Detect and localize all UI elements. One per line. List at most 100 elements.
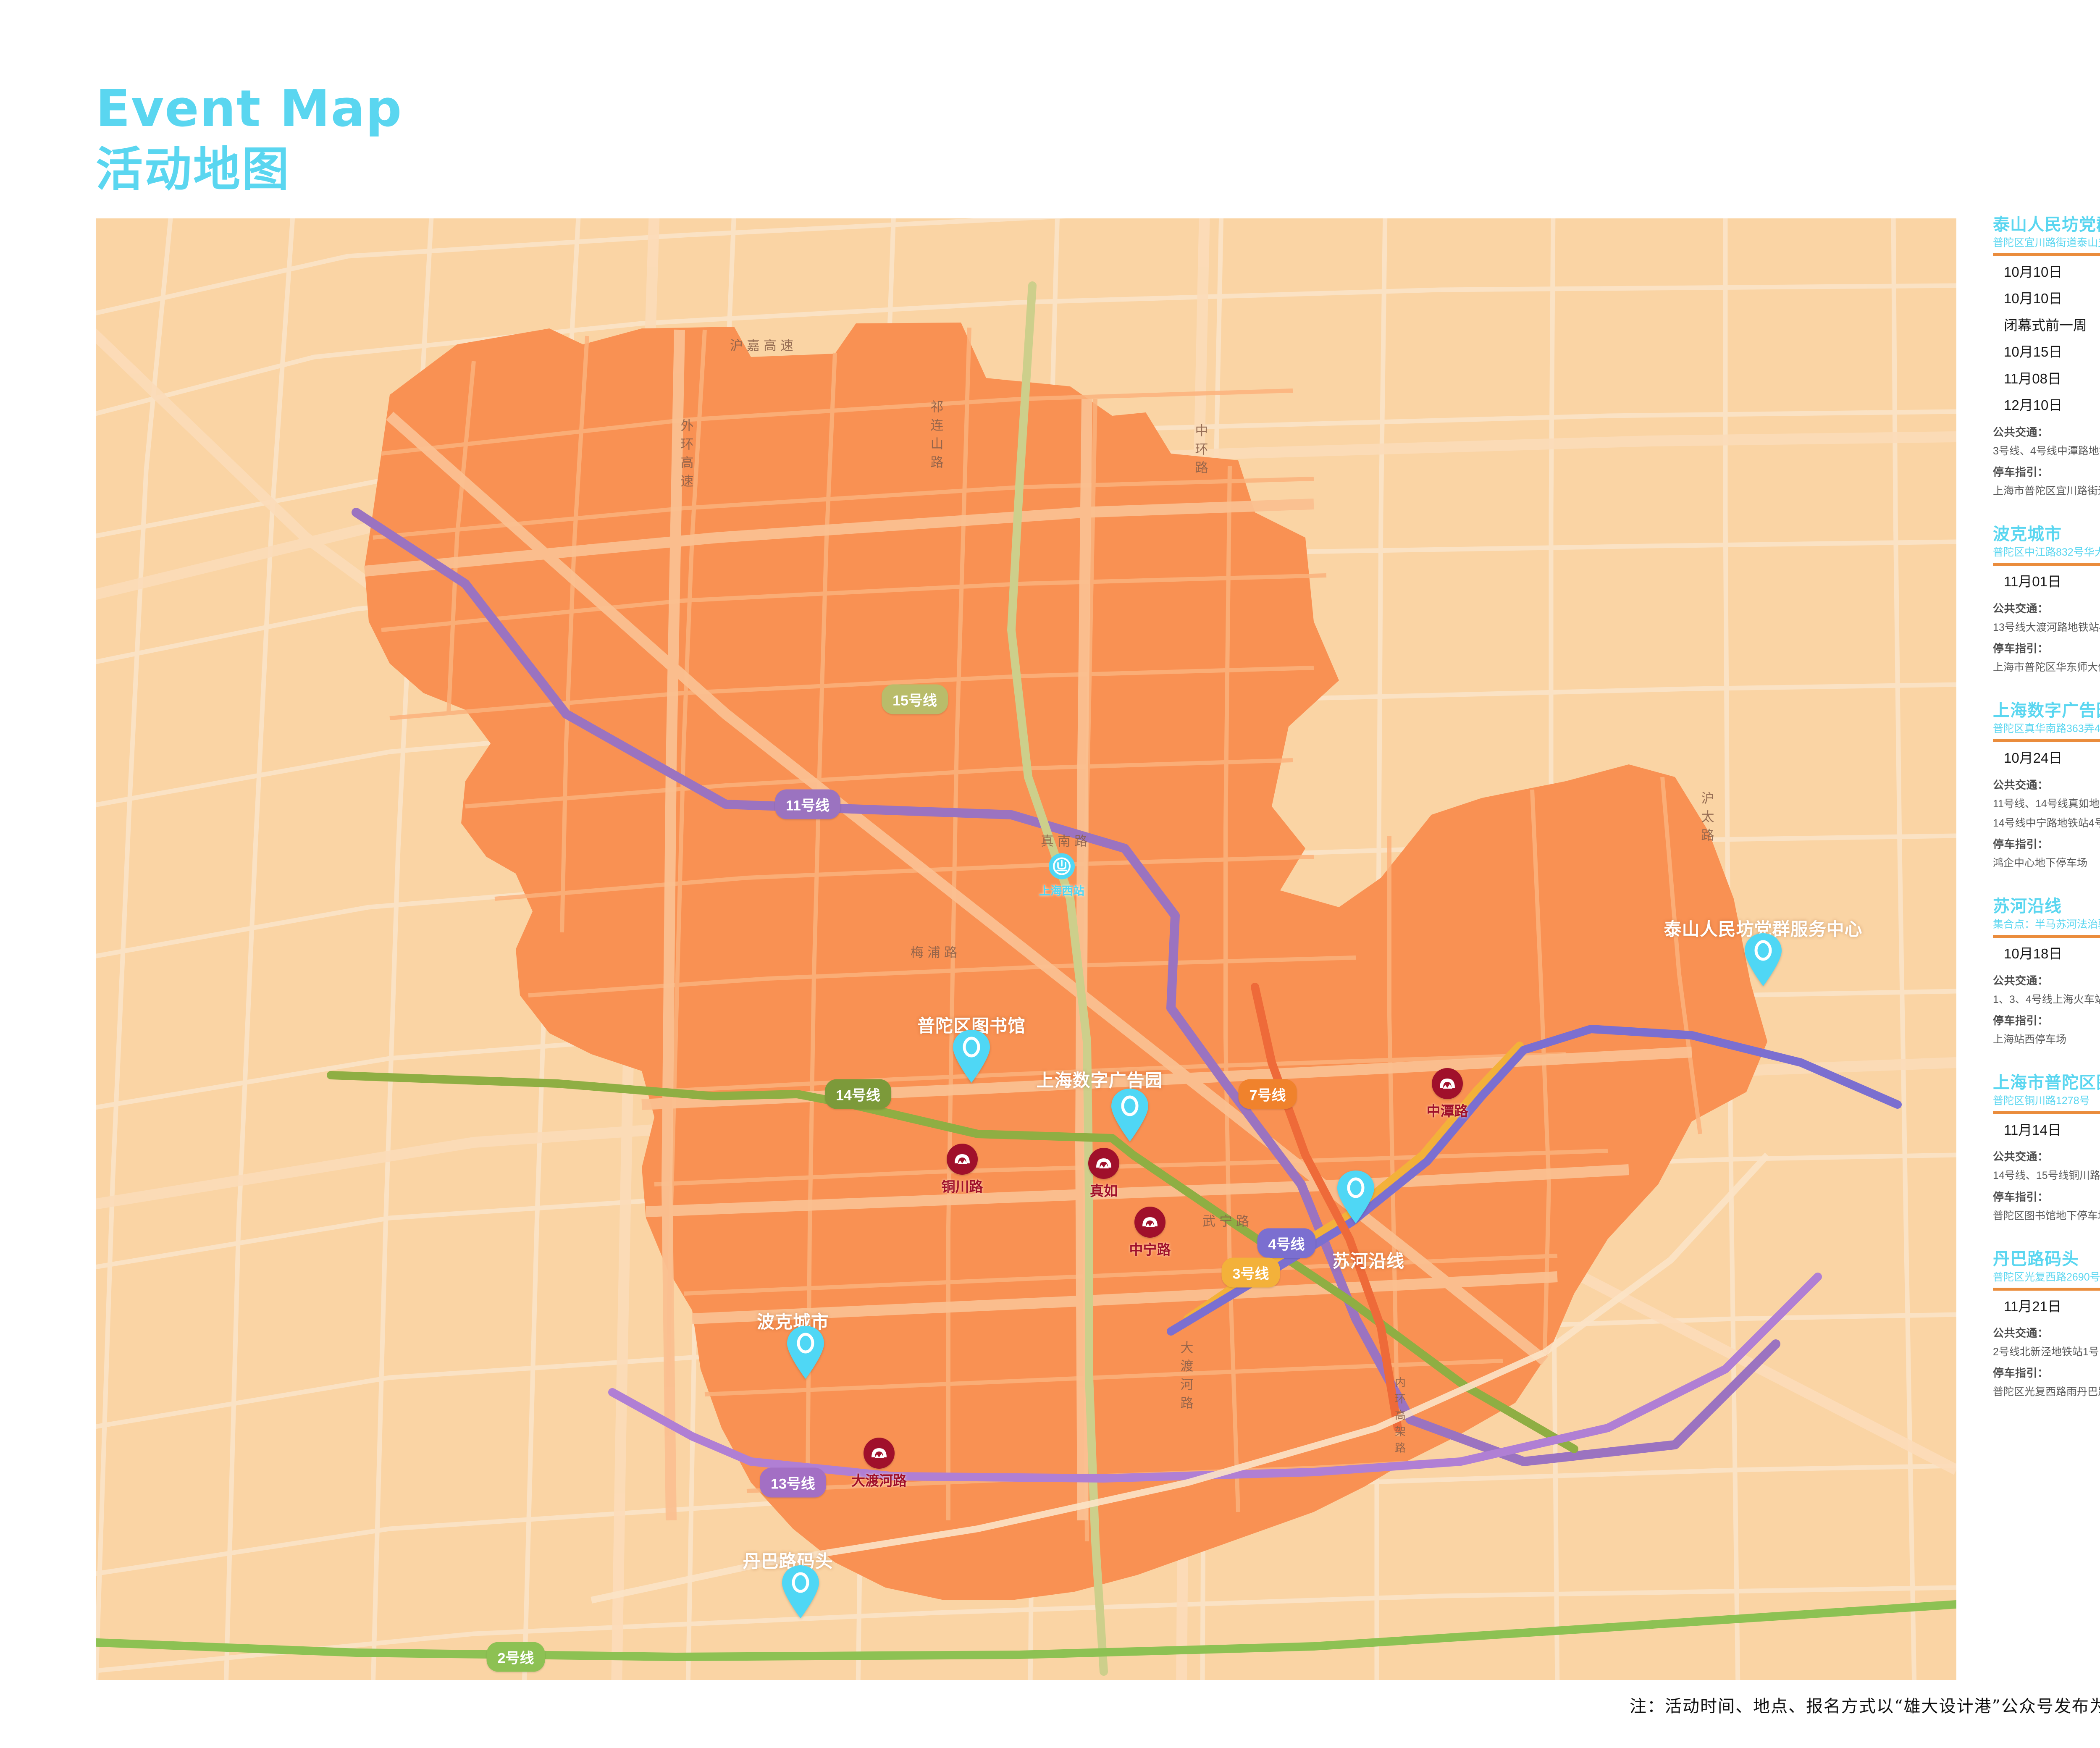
venue-pin-marker[interactable]: [1743, 932, 1783, 987]
metro-station-marker[interactable]: 中潭路: [1427, 1068, 1468, 1119]
venue-pin-label: 丹巴路码头: [743, 1551, 833, 1571]
rail-station-marker[interactable]: 上海西站: [1039, 853, 1084, 898]
venue-card[interactable]: 泰山人民坊党群服务中心 普陀区宜川路街道泰山支路80号 10月10日 开幕式 1…: [1993, 214, 2100, 499]
venue-events: 10月10日 开幕式 10月10日 “美好生活 · 掌上通宝”主题论坛 闭幕式前…: [1993, 259, 2100, 419]
parking-text: 普陀区光复西路雨丹巴路交叉口东南40米 地面停车场: [1993, 1386, 2100, 1398]
venue-pin-marker[interactable]: [951, 1029, 992, 1084]
transit-label: 公共交通：: [1993, 602, 2049, 615]
metro-station-marker[interactable]: 真如: [1088, 1148, 1119, 1199]
metro-station-name: 中宁路: [1129, 1242, 1171, 1257]
map-canvas: [96, 218, 1956, 1680]
venue-card[interactable]: 丹巴路码头 普陀区光复西路2690号 苏州河工业文明展示馆东侧 11月21日 苏…: [1993, 1249, 2100, 1400]
metro-station-marker[interactable]: 铜川路: [942, 1144, 983, 1194]
page-title: Event Map 活动地图: [96, 84, 402, 199]
event-date: 12月10日: [2004, 397, 2063, 413]
transit-label: 公共交通：: [1993, 1327, 2049, 1340]
brand-block: SUSAS 上海城市空间艺术季 2025上海城市空间艺术季 普陀分展区 Shan…: [2073, 79, 2100, 180]
event-row[interactable]: 11月14日 营造进行时：青年视角下的都市更新与人民家园: [1993, 1117, 2100, 1144]
transit-text: 3号线、4号线中潭路地铁站3号口步行1.2千米: [1993, 445, 2100, 457]
road-label: 中环路: [1193, 424, 1208, 479]
venue-events: 11月14日 营造进行时：青年视角下的都市更新与人民家园: [1993, 1117, 2100, 1144]
event-row[interactable]: 10月10日 开幕式: [1993, 259, 2100, 286]
shanghai-metro-icon: [1088, 1148, 1119, 1179]
parking-text: 普陀区图书馆地下停车场: [1993, 1210, 2100, 1222]
event-row[interactable]: 10月15日 短视频Vlog大赛: [1993, 339, 2100, 365]
transit-label: 公共交通：: [1993, 425, 2049, 438]
venue-address: 普陀区中江路832号华大科技园区E4栋 波克科技股份有限公司: [1993, 546, 2100, 566]
venue-card[interactable]: 波克城市 普陀区中江路832号华大科技园区E4栋 波克科技股份有限公司 11月0…: [1993, 524, 2100, 675]
road-label: 沪太路: [1699, 791, 1714, 847]
divider: [1993, 1227, 2100, 1249]
parking-text: 上海市普陀区华东师大停车场: [1993, 661, 2100, 673]
event-row[interactable]: 闭幕式前一周 “泰山人民坊”社区规划师沙龙: [1993, 312, 2100, 339]
divider: [1993, 678, 2100, 700]
venue-pin-marker[interactable]: [785, 1325, 826, 1380]
event-row[interactable]: 11月08日 小小艺术家 (微景观DIY): [1993, 365, 2100, 392]
venue-pin-marker[interactable]: [780, 1564, 821, 1619]
parking-label: 停车指引：: [1993, 1190, 2049, 1203]
venue-address: 普陀区真华南路363弄40号 鸿企中心: [1993, 722, 2100, 742]
shanghai-metro-icon: [864, 1438, 895, 1469]
metro-line-chip-13[interactable]: 13号线: [760, 1467, 826, 1498]
venue-address: 普陀区宜川路街道泰山支路80号: [1993, 236, 2100, 256]
venue-pin-marker[interactable]: [1110, 1088, 1150, 1142]
road-label: 祁连山路: [928, 400, 943, 474]
metro-line-chip-4[interactable]: 4号线: [1257, 1228, 1316, 1258]
metro-line-chip-3[interactable]: 3号线: [1221, 1257, 1280, 1288]
divider: [1993, 1050, 2100, 1072]
shanghai-metro-icon: [1432, 1068, 1463, 1099]
page-header: Event Map 活动地图 SUSAS 上海城市空间艺术季 2025上海城市空…: [0, 0, 2100, 218]
page-title-en: Event Map: [96, 80, 403, 138]
road-label: 梅浦路: [911, 945, 961, 960]
metro-line-chip-15[interactable]: 15号线: [882, 684, 948, 714]
venue-events: 11月21日 苏河驿谈 人民城市: [1993, 1293, 2100, 1320]
parking-label: 停车指引：: [1993, 1367, 2049, 1380]
footer-note: 注：活动时间、地点、报名方式以“雄大设计港”公众号发布为准。: [1630, 1697, 2100, 1716]
parking-label: 停车指引：: [1993, 838, 2049, 850]
venue-card[interactable]: 上海数字广告园 普陀区真华南路363弄40号 鸿企中心 10月24日 “真如之心…: [1993, 700, 2100, 871]
brand-subvenue-en: Putuo Sub-venue: [2073, 168, 2100, 180]
event-row[interactable]: 10月18日 漫步半马苏河citywalk活动: [1993, 940, 2100, 967]
road-label: 沪嘉高速: [730, 338, 797, 353]
shanghai-metro-icon: [947, 1144, 978, 1175]
train-icon: [1049, 853, 1075, 879]
parking-text: 上海站西停车场: [1993, 1033, 2067, 1045]
transit-text: 1、3、4号线上海火车站地铁站2号口步行距离790米: [1993, 993, 2100, 1005]
event-map[interactable]: 沪嘉高速 外环高速 祁连山路 中环路 真南路 梅浦路 武宁路 大渡河路 内环高架…: [96, 218, 1956, 1680]
event-date: 10月18日: [2004, 946, 2063, 961]
venue-name: 泰山人民坊党群服务中心: [1993, 215, 2100, 234]
metro-station-name: 铜川路: [941, 1179, 983, 1194]
transit-text: 2号线北新泾地铁站1号口步行1.3千米: [1993, 1346, 2100, 1358]
event-row[interactable]: 10月24日 “真如之心 · 上海西站”论坛: [1993, 745, 2100, 772]
metro-station-marker[interactable]: 中宁路: [1129, 1207, 1171, 1257]
metro-station-name: 真如: [1090, 1183, 1118, 1199]
venue-card[interactable]: 苏河沿线 集合点：半马苏河法治驿站 普陀区远景路37号 10月18日 漫步半马苏…: [1993, 896, 2100, 1047]
parking-text: 上海市普陀区宜川路街道泰山支路80号地面停车场 (车位有限): [1993, 485, 2100, 497]
parking-label: 停车指引：: [1993, 1014, 2049, 1027]
brand-subtitle-en: Shanghai Urban Space Art Season 2025: [2073, 155, 2100, 168]
venue-events: 10月18日 漫步半马苏河citywalk活动: [1993, 940, 2100, 967]
venue-pin-label: 波克城市: [756, 1312, 830, 1332]
transit-label: 公共交通：: [1993, 974, 2049, 987]
shanghai-metro-icon: [1134, 1207, 1166, 1238]
venue-events: 11月01日 游戏共创工坊: [1993, 568, 2100, 595]
metro-line-chip-14[interactable]: 14号线: [825, 1079, 891, 1109]
event-row[interactable]: 11月01日 游戏共创工坊: [1993, 568, 2100, 595]
metro-station-marker[interactable]: 大渡河路: [851, 1438, 907, 1488]
metro-station-name: 中潭路: [1426, 1103, 1468, 1119]
road-label: 外环高速: [678, 419, 693, 493]
metro-line-chip-11[interactable]: 11号线: [775, 789, 840, 819]
event-row[interactable]: 11月21日 苏河驿谈 人民城市: [1993, 1293, 2100, 1320]
transit-text: 13号线大渡河路地铁站4号口步行275米: [1993, 621, 2100, 633]
parking-text: 鸿企中心地下停车场: [1993, 857, 2088, 869]
venue-pin-marker[interactable]: [1336, 1170, 1376, 1224]
venue-card[interactable]: 上海市普陀区图书馆 普陀区铜川路1278号 11月14日 营造进行时：青年视角下…: [1993, 1072, 2100, 1223]
metro-line-chip-7[interactable]: 7号线: [1238, 1079, 1297, 1109]
event-row[interactable]: 12月10日 闭幕式: [1993, 392, 2100, 419]
divider: [1993, 502, 2100, 524]
parking-label: 停车指引：: [1993, 642, 2049, 655]
event-row[interactable]: 10月10日 “美好生活 · 掌上通宝”主题论坛: [1993, 285, 2100, 312]
metro-line-chip-2[interactable]: 2号线: [486, 1642, 545, 1672]
event-date: 11月14日: [2004, 1122, 2061, 1138]
venue-name: 上海数字广告园: [1993, 701, 2100, 720]
